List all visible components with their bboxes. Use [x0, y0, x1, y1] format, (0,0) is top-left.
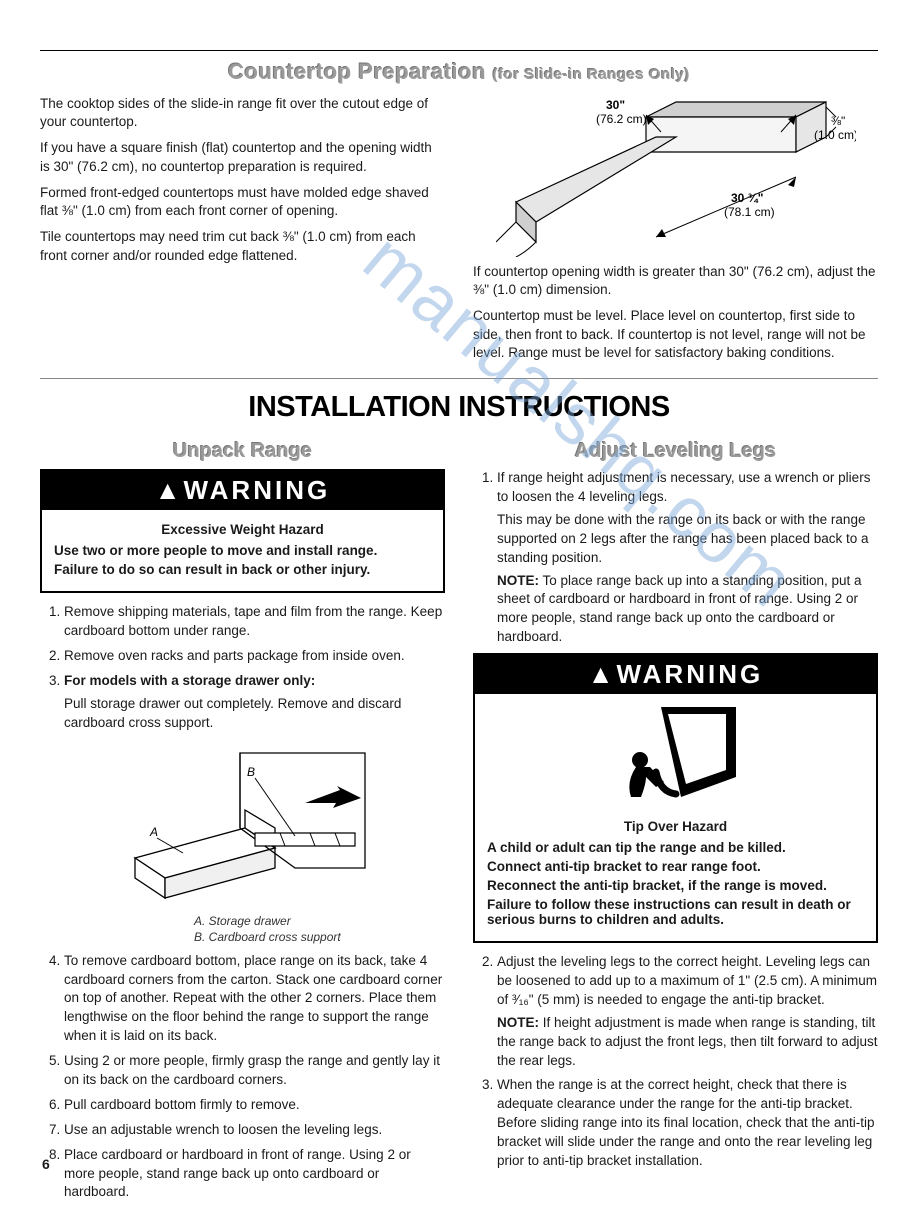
warn-tip-l3: Reconnect the anti-tip bracket, if the r… [487, 878, 864, 893]
dim-d-cm: (78.1 cm) [724, 205, 775, 219]
warn-tip-l4: Failure to follow these instructions can… [487, 897, 864, 927]
unpack-li-5: Using 2 or more people, firmly grasp the… [64, 1052, 445, 1090]
unpack-li-6: Pull cardboard bottom firmly to remove. [64, 1096, 445, 1115]
unpack-li-2: Remove oven racks and parts package from… [64, 647, 445, 666]
countertop-title: Countertop Preparation [228, 59, 486, 84]
tip-over-icon [606, 702, 746, 802]
install-heading: INSTALLATION INSTRUCTIONS [40, 391, 878, 424]
ct-p2: If you have a square finish (flat) count… [40, 139, 445, 175]
drawer-diagram: A B [105, 738, 405, 908]
ct-p4: Tile countertops may need trim cut back … [40, 228, 445, 264]
adjust-li-3: When the range is at the correct height,… [497, 1076, 878, 1170]
ct-r2: Countertop must be level. Place level on… [473, 307, 878, 362]
caption-a: A. Storage drawer [194, 914, 445, 930]
unpack-list: Remove shipping materials, tape and film… [40, 603, 445, 1202]
warning-tip: ▲WARNING Tip Over Hazard A child or adul… [473, 653, 878, 943]
countertop-left: The cooktop sides of the slide-in range … [40, 91, 445, 370]
unpack-li-1: Remove shipping materials, tape and film… [64, 603, 445, 641]
unpack-li-7: Use an adjustable wrench to loosen the l… [64, 1121, 445, 1140]
countertop-subtitle: (for Slide-in Ranges Only) [493, 66, 690, 83]
top-rule [40, 50, 878, 51]
page-number: 6 [42, 1156, 50, 1172]
caption-b: B. Cardboard cross support [194, 930, 445, 946]
warn-tip-l2: Connect anti-tip bracket to rear range f… [487, 859, 864, 874]
sep-rule [40, 378, 878, 379]
unpack-li-4: To remove cardboard bottom, place range … [64, 952, 445, 1046]
adjust-list-1: If range height adjustment is necessary,… [473, 469, 878, 647]
warning-bar: ▲WARNING [42, 471, 443, 510]
adjust-heading: Adjust Leveling Legs [473, 440, 878, 463]
countertop-diagram: 30" (76.2 cm) 30 ¾" (78.1 cm) ⅜" (1.0 cm… [496, 97, 856, 257]
warn-tip-l1: A child or adult can tip the range and b… [487, 840, 864, 855]
warning-weight: ▲WARNING Excessive Weight Hazard Use two… [40, 469, 445, 593]
adjust-li-2: Adjust the leveling legs to the correct … [497, 953, 878, 1070]
unpack-heading: Unpack Range [40, 440, 445, 463]
warn-weight-l2: Failure to do so can result in back or o… [54, 562, 431, 577]
dim-d: 30 ¾" [731, 191, 763, 205]
unpack-column: Unpack Range ▲WARNING Excessive Weight H… [40, 434, 445, 1208]
install-columns: Unpack Range ▲WARNING Excessive Weight H… [40, 434, 878, 1208]
countertop-section: The cooktop sides of the slide-in range … [40, 91, 878, 370]
dim-w: 30" [606, 98, 625, 112]
ct-p1: The cooktop sides of the slide-in range … [40, 95, 445, 131]
countertop-right: 30" (76.2 cm) 30 ¾" (78.1 cm) ⅜" (1.0 cm… [473, 91, 878, 370]
adjust-column: Adjust Leveling Legs If range height adj… [473, 434, 878, 1208]
warning-bar-tip: ▲WARNING [475, 655, 876, 694]
svg-text:B: B [247, 765, 255, 779]
unpack-li-8: Place cardboard or hardboard in front of… [64, 1146, 445, 1203]
svg-text:A: A [149, 825, 158, 839]
warn-weight-title: Excessive Weight Hazard [54, 522, 431, 537]
adjust-list-2: Adjust the leveling legs to the correct … [473, 953, 878, 1171]
ct-p3: Formed front-edged countertops must have… [40, 184, 445, 220]
dim-edge: ⅜" [831, 114, 845, 128]
adjust-li-1: If range height adjustment is necessary,… [497, 469, 878, 647]
dim-edge-cm: (1.0 cm) [814, 128, 856, 142]
warn-weight-l1: Use two or more people to move and insta… [54, 543, 431, 558]
ct-r1: If countertop opening width is greater t… [473, 263, 878, 299]
unpack-li-3: For models with a storage drawer only: P… [64, 672, 445, 946]
dim-w-cm: (76.2 cm) [596, 112, 647, 126]
warn-tip-title: Tip Over Hazard [487, 819, 864, 834]
countertop-heading: Countertop Preparation (for Slide-in Ran… [40, 59, 878, 85]
